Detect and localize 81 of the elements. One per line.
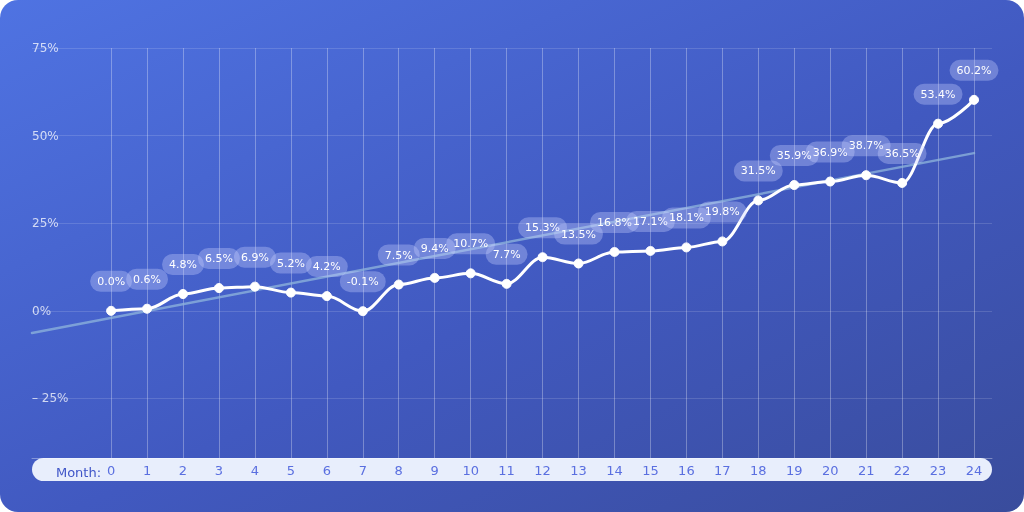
point — [106, 305, 117, 316]
data-label: 7.7% — [492, 247, 521, 261]
y-tick-label: 0% — [32, 303, 52, 318]
data-label: -0.1% — [346, 275, 379, 289]
x-tick-label: 13 — [570, 463, 587, 478]
data-label: 19.8% — [704, 205, 740, 219]
x-tick-label: 24 — [965, 463, 983, 478]
data-label: 10.7% — [453, 237, 489, 251]
y-tick-label: 50% — [32, 128, 59, 143]
x-tick-label: 18 — [750, 463, 767, 478]
data-label: 36.5% — [884, 146, 920, 160]
x-tick-label: 8 — [394, 463, 403, 478]
point — [429, 272, 440, 283]
point — [213, 283, 224, 294]
point — [681, 242, 692, 253]
data-label: 17.1% — [632, 214, 668, 228]
x-tick-label: 20 — [821, 463, 839, 478]
x-tick-label: 3 — [214, 463, 224, 478]
x-tick-label: 9 — [430, 463, 439, 478]
data-label: 16.8% — [597, 215, 632, 229]
point — [897, 177, 908, 188]
point — [285, 287, 296, 298]
data-label: 6.5% — [204, 252, 233, 266]
x-tick-label: 21 — [857, 463, 875, 478]
data-label: 53.4% — [920, 87, 956, 101]
point — [321, 291, 332, 302]
point — [465, 268, 476, 279]
data-label: 18.1% — [668, 211, 704, 225]
point — [753, 195, 764, 206]
data-label: 0.6% — [133, 272, 162, 286]
data-label: 0.0% — [97, 274, 126, 288]
point — [825, 176, 836, 187]
x-tick-label: 4 — [250, 463, 260, 478]
y-tick-label: – 25% — [32, 391, 69, 406]
point — [933, 118, 944, 129]
x-axis-title: Month: — [55, 465, 102, 480]
x-tick-label: 5 — [286, 463, 296, 478]
data-label: 7.5% — [384, 248, 413, 262]
x-tick-label: 17 — [714, 463, 731, 478]
x-tick-label: 15 — [642, 463, 659, 478]
data-label: 9.4% — [420, 241, 449, 255]
point — [357, 306, 368, 317]
point — [501, 278, 512, 289]
data-label: 35.9% — [776, 149, 812, 163]
x-tick-label: 1 — [142, 463, 152, 478]
point — [717, 236, 728, 247]
point — [249, 281, 260, 292]
point — [789, 180, 800, 191]
data-label: 4.2% — [312, 260, 341, 274]
point — [969, 94, 980, 105]
point — [142, 303, 153, 314]
data-label: 36.9% — [812, 145, 848, 159]
x-tick-label: 11 — [498, 463, 515, 478]
data-label: 31.5% — [740, 164, 776, 178]
data-label: 4.8% — [169, 258, 197, 271]
point — [645, 245, 656, 256]
x-tick-label: 6 — [322, 463, 331, 478]
point — [537, 252, 548, 263]
y-tick-label: 75% — [32, 41, 59, 55]
x-tick-label: 23 — [929, 463, 947, 478]
y-tick-label: 25% — [32, 216, 59, 231]
x-tick-label: 14 — [606, 463, 623, 478]
data-label: 15.3% — [525, 221, 561, 235]
point — [609, 246, 620, 257]
data-label: 38.7% — [848, 139, 884, 153]
x-tick-label: 19 — [785, 463, 803, 478]
data-label: 6.9% — [240, 250, 269, 264]
point — [573, 258, 584, 269]
x-tick-label: 12 — [534, 463, 551, 478]
data-label: 60.2% — [956, 63, 992, 77]
x-tick-label: 0 — [106, 463, 116, 478]
x-tick-label: 16 — [678, 463, 695, 478]
x-tick-label: 10 — [462, 463, 479, 478]
point — [393, 279, 404, 290]
data-label: 13.5% — [561, 227, 596, 241]
data-label: 5.2% — [276, 256, 305, 270]
x-tick-label: 2 — [178, 463, 188, 478]
x-tick-label: 7 — [358, 463, 367, 478]
x-tick-label: 22 — [893, 463, 911, 478]
point — [178, 289, 189, 299]
point — [861, 170, 872, 181]
